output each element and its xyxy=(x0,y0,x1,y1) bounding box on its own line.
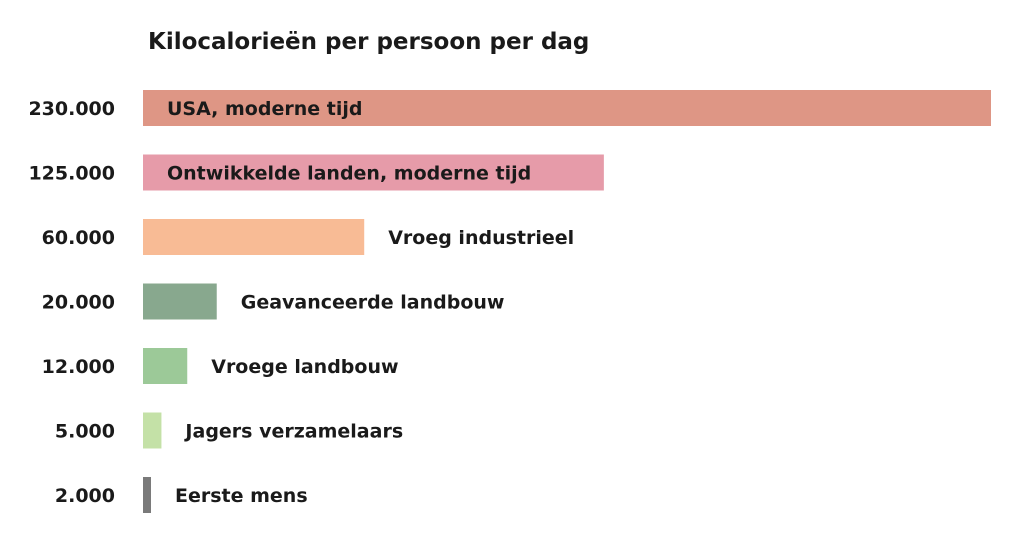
bar-label-geavanceerde-landbouw: Geavanceerde landbouw xyxy=(241,292,505,314)
value-label-jagers-verzamelaars: 5.000 xyxy=(55,421,115,443)
bar-geavanceerde-landbouw xyxy=(143,283,217,320)
bar-label-ontwikkelde-landen-moderne-tijd: Ontwikkelde landen, moderne tijd xyxy=(167,163,531,185)
bar-label-usa-moderne-tijd: USA, moderne tijd xyxy=(167,98,362,120)
bar-eerste-mens xyxy=(143,477,151,513)
bar-vroeg-industrieel xyxy=(143,219,365,255)
bar-label-vroeg-industrieel: Vroeg industrieel xyxy=(388,227,574,249)
value-label-vroeg-industrieel: 60.000 xyxy=(42,227,115,249)
bar-label-jagers-verzamelaars: Jagers verzamelaars xyxy=(183,421,403,443)
bars-group: 230.000 USA, moderne tijd 125.000 Ontwikkel… xyxy=(28,90,991,513)
value-label-usa-moderne-tijd: 230.000 xyxy=(28,98,115,120)
value-label-vroege-landbouw: 12.000 xyxy=(42,356,115,378)
chart-title: Kilocalorieën per persoon per dag xyxy=(148,29,589,55)
bar-vroege-landbouw xyxy=(143,348,188,384)
bar-usa-moderne-tijd xyxy=(143,90,991,126)
value-label-eerste-mens: 2.000 xyxy=(55,485,115,507)
value-label-geavanceerde-landbouw: 20.000 xyxy=(42,292,115,314)
bar-label-vroege-landbouw: Vroege landbouw xyxy=(211,356,398,378)
bar-jagers-verzamelaars xyxy=(143,412,162,449)
bar-label-eerste-mens: Eerste mens xyxy=(175,485,308,507)
bar-ontwikkelde-landen-moderne-tijd xyxy=(143,154,604,191)
value-label-ontwikkelde-landen-moderne-tijd: 125.000 xyxy=(28,163,115,185)
